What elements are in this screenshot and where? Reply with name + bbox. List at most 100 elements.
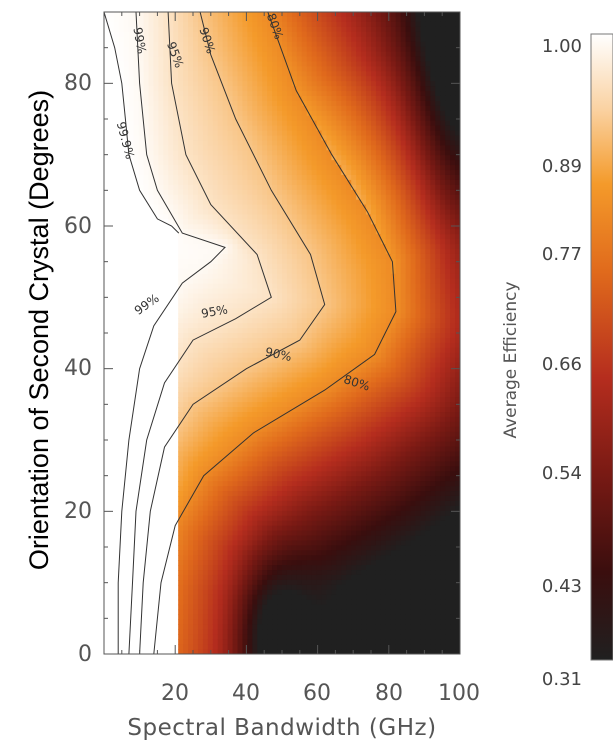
heatmap-cell xyxy=(153,367,159,374)
heatmap-cell xyxy=(138,56,145,62)
heatmap-cell xyxy=(163,510,169,517)
heatmap-cell xyxy=(148,372,155,379)
heatmap-cell xyxy=(148,239,155,245)
heatmap-cell xyxy=(237,16,244,23)
heatmap-cell xyxy=(153,209,159,216)
heatmap-cell xyxy=(163,61,169,67)
heatmap-cell xyxy=(277,476,283,482)
heatmap-cell xyxy=(178,170,184,176)
heatmap-cell xyxy=(113,303,120,309)
heatmap-cell xyxy=(183,649,189,654)
heatmap-cell xyxy=(252,194,258,201)
heatmap-cell xyxy=(108,609,115,616)
heatmap-cell xyxy=(267,12,273,18)
heatmap-cell xyxy=(104,239,110,245)
heatmap-cell xyxy=(267,446,273,453)
heatmap-cell xyxy=(183,337,189,344)
heatmap-cell xyxy=(286,407,293,413)
heatmap-cell xyxy=(183,466,189,472)
heatmap-cell xyxy=(148,160,155,166)
heatmap-cell xyxy=(173,382,179,388)
heatmap-cell xyxy=(168,402,174,408)
heatmap-cell xyxy=(262,377,268,383)
heatmap-cell xyxy=(286,189,293,196)
heatmap-cell xyxy=(267,431,273,438)
heatmap-cell xyxy=(128,71,135,77)
heatmap-cell xyxy=(163,95,169,102)
heatmap-cell xyxy=(202,204,209,211)
heatmap-cell xyxy=(183,268,189,275)
heatmap-cell xyxy=(262,95,268,102)
heatmap-cell xyxy=(237,634,244,640)
heatmap-cell xyxy=(188,145,194,151)
heatmap-cell xyxy=(217,407,224,413)
heatmap-cell xyxy=(118,337,125,344)
heatmap-cell xyxy=(247,308,253,314)
heatmap-cell xyxy=(163,288,169,295)
heatmap-cell xyxy=(217,609,224,616)
heatmap-cell xyxy=(188,253,194,260)
heatmap-cell xyxy=(113,362,120,369)
heatmap-cell xyxy=(242,421,248,428)
heatmap-cell xyxy=(277,308,283,314)
heatmap-cell xyxy=(232,16,239,23)
heatmap-cell xyxy=(247,46,253,53)
heatmap-cell xyxy=(262,436,268,443)
heatmap-cell xyxy=(222,165,229,171)
heatmap-cell xyxy=(188,530,194,537)
heatmap-cell xyxy=(193,347,199,354)
heatmap-cell xyxy=(212,471,219,477)
heatmap-cell xyxy=(286,570,293,576)
heatmap-cell xyxy=(108,31,115,38)
heatmap-cell xyxy=(272,199,278,206)
heatmap-cell xyxy=(183,604,189,611)
heatmap-cell xyxy=(247,189,253,196)
heatmap-cell xyxy=(247,372,253,379)
heatmap-cell xyxy=(173,416,179,423)
heatmap-cell xyxy=(202,377,209,383)
heatmap-cell xyxy=(212,397,219,403)
heatmap-cell xyxy=(138,362,145,369)
heatmap-cell xyxy=(227,639,234,645)
heatmap-cell xyxy=(282,313,288,319)
heatmap-cell xyxy=(252,303,258,309)
heatmap-cell xyxy=(197,56,204,62)
heatmap-cell xyxy=(197,525,204,532)
heatmap-cell xyxy=(143,520,150,527)
heatmap-cell xyxy=(267,367,273,374)
heatmap-cell xyxy=(123,565,130,571)
heatmap-cell xyxy=(207,446,214,453)
heatmap-cell xyxy=(143,189,150,196)
heatmap-cell xyxy=(128,644,135,650)
heatmap-cell xyxy=(282,224,288,230)
heatmap-cell xyxy=(272,323,278,329)
heatmap-cell xyxy=(188,95,194,102)
heatmap-cell xyxy=(282,71,288,77)
heatmap-cell xyxy=(193,318,199,324)
heatmap-cell xyxy=(222,540,229,546)
heatmap-cell xyxy=(217,574,224,581)
heatmap-cell xyxy=(272,535,278,542)
heatmap-cell xyxy=(168,530,174,537)
heatmap-cell xyxy=(212,337,219,344)
heatmap-cell xyxy=(138,639,145,645)
heatmap-cell xyxy=(118,461,125,467)
heatmap-cell xyxy=(237,174,244,181)
heatmap-cell xyxy=(227,244,234,250)
heatmap-cell xyxy=(247,91,253,97)
heatmap-cell xyxy=(207,515,214,522)
heatmap-cell xyxy=(183,451,189,458)
heatmap-cell xyxy=(197,644,204,650)
heatmap-cell xyxy=(237,21,244,28)
heatmap-cell xyxy=(286,466,293,472)
heatmap-cell xyxy=(242,416,248,423)
heatmap-cell xyxy=(291,61,298,67)
heatmap-cell xyxy=(138,46,145,53)
heatmap-cell xyxy=(133,377,140,383)
heatmap-cell xyxy=(212,510,219,517)
heatmap-cell xyxy=(202,461,209,467)
heatmap-cell xyxy=(286,31,293,38)
heatmap-cell xyxy=(262,214,268,221)
heatmap-cell xyxy=(227,362,234,369)
heatmap-cell xyxy=(262,352,268,359)
